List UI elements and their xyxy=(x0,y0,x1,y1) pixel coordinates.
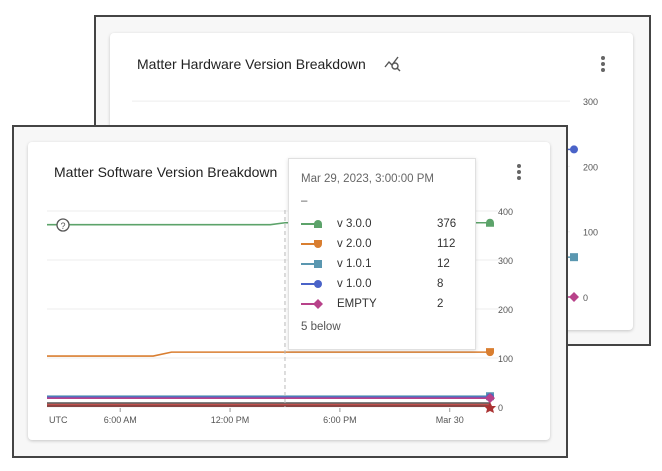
series-end-marker xyxy=(485,393,495,404)
tooltip-row: v 1.0.1 12 xyxy=(301,257,450,271)
tooltip-row: v 3.0.0 376 xyxy=(301,217,456,231)
software-card-title: Matter Software Version Breakdown xyxy=(54,164,278,180)
hardware-card-title: Matter Hardware Version Breakdown xyxy=(137,56,366,72)
y-tick-label: 0 xyxy=(498,403,503,413)
series-end-marker xyxy=(486,348,494,357)
y-tick-label: 0 xyxy=(583,293,588,303)
legend-marker xyxy=(313,299,323,309)
tooltip-dash: – xyxy=(301,195,308,207)
series-end-marker xyxy=(570,145,578,154)
y-tick-label: 400 xyxy=(498,207,513,217)
series-rounded-icon xyxy=(301,220,322,228)
y-tick-label: 200 xyxy=(583,162,598,172)
series-line xyxy=(47,351,490,357)
x-tick-label: Mar 30 xyxy=(436,415,464,425)
series-diamond-icon xyxy=(301,299,323,309)
y-tick-label: 300 xyxy=(583,97,598,107)
tooltip-row: v 2.0.0 112 xyxy=(301,237,455,251)
tooltip-timestamp: Mar 29, 2023, 3:00:00 PM xyxy=(301,173,434,185)
y-tick-label: 100 xyxy=(583,228,598,238)
x-tick-label: 6:00 PM xyxy=(323,415,357,425)
tooltip-series-label: v 3.0.0 xyxy=(337,218,372,230)
tooltip-series-value: 112 xyxy=(437,238,456,250)
legend-marker xyxy=(314,260,322,268)
question-mark: ? xyxy=(60,221,65,231)
chart-tooltip: Mar 29, 2023, 3:00:00 PM – v 3.0.0 376 v 2… xyxy=(288,158,476,350)
tooltip-series-value: 2 xyxy=(437,298,444,310)
tooltip-series-label: v 2.0.0 xyxy=(337,238,372,250)
tooltip-series-label: v 1.0.1 xyxy=(337,258,372,270)
y-tick-label: 100 xyxy=(498,354,513,364)
question-circle-icon xyxy=(56,218,70,232)
tooltip-series-label: v 1.0.0 xyxy=(337,278,372,290)
series-end-marker xyxy=(569,292,579,302)
series-end-marker xyxy=(570,253,578,262)
tooltip-more: 5 below xyxy=(301,321,341,333)
series-end-marker xyxy=(486,218,494,227)
y-tick-label: 200 xyxy=(498,305,513,315)
x-tick-label: 12:00 PM xyxy=(211,415,250,425)
x-tick-label: 6:00 AM xyxy=(104,415,137,425)
series-circle-icon xyxy=(301,280,322,288)
chart-search-icon[interactable] xyxy=(384,56,402,72)
tooltip-series-value: 12 xyxy=(437,258,450,270)
legend-marker xyxy=(314,220,322,228)
software-more-menu-button[interactable] xyxy=(517,164,521,182)
tooltip-series-label: EMPTY xyxy=(337,298,377,310)
star-marker xyxy=(484,402,496,413)
tooltip-row: EMPTY 2 xyxy=(301,297,443,311)
tooltip-series-value: 376 xyxy=(437,218,457,230)
legend-marker xyxy=(314,280,322,288)
series-shield-icon xyxy=(301,240,322,248)
hardware-more-menu-button[interactable] xyxy=(601,56,605,74)
tooltip-row: v 1.0.0 8 xyxy=(301,277,443,291)
legend-marker xyxy=(314,240,322,248)
y-tick-label: 300 xyxy=(498,256,513,266)
tooltip-series-value: 8 xyxy=(437,278,444,290)
series-square-icon xyxy=(301,260,322,268)
timezone-label: UTC xyxy=(49,415,68,425)
